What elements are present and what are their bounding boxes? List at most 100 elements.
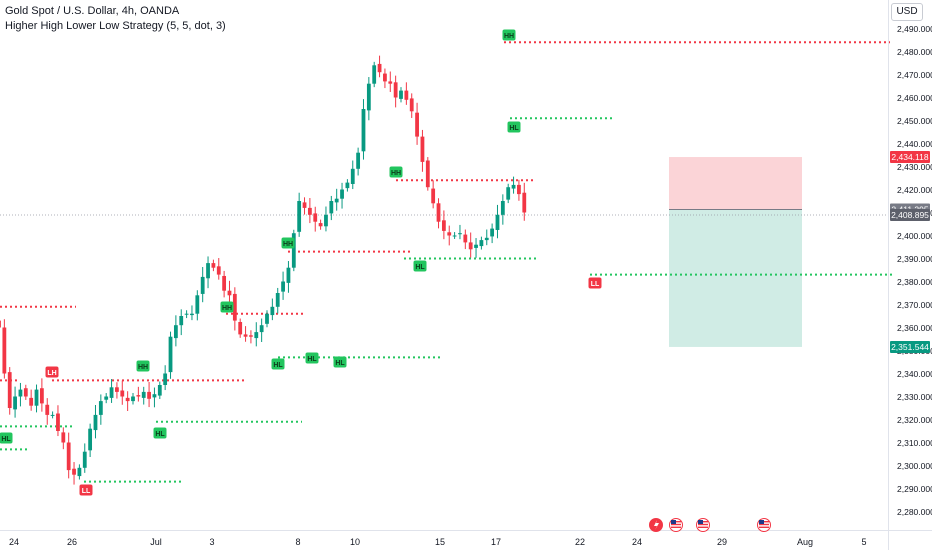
swing-label-lh: LH bbox=[45, 366, 59, 378]
candle-body bbox=[500, 201, 505, 215]
candle-body bbox=[447, 232, 452, 236]
y-tick-label: 2,460.000 bbox=[897, 93, 932, 103]
candle-body bbox=[13, 396, 17, 410]
swing-label-box bbox=[271, 358, 285, 370]
y-tick-label: 2,290.000 bbox=[897, 484, 932, 494]
y-tick-label: 2,370.000 bbox=[897, 300, 932, 310]
y-tick-label: 2,430.000 bbox=[897, 162, 932, 172]
candle-body bbox=[77, 467, 82, 477]
us-flag-icon[interactable] bbox=[757, 518, 771, 532]
candle-body bbox=[147, 391, 151, 399]
swing-label-text: HL bbox=[1, 436, 11, 443]
x-tick-label: 15 bbox=[435, 537, 445, 547]
x-tick-label: 17 bbox=[491, 537, 501, 547]
candle-body bbox=[259, 325, 264, 333]
us-flag-icon[interactable] bbox=[669, 518, 683, 532]
currency-button[interactable]: USD bbox=[891, 3, 923, 21]
candle-body bbox=[232, 293, 237, 321]
swing-label-hh: HH bbox=[220, 301, 234, 313]
candle-body bbox=[238, 321, 243, 335]
candle-body bbox=[356, 152, 361, 169]
candle-body bbox=[184, 313, 189, 315]
swing-label-hl: HL bbox=[0, 432, 13, 444]
candle-body bbox=[157, 385, 162, 396]
swing-label-hh: HH bbox=[502, 29, 516, 41]
flag-stripe bbox=[759, 526, 769, 528]
candle-body bbox=[468, 242, 473, 250]
x-tick-label: 5 bbox=[861, 537, 866, 547]
lightning-icon[interactable] bbox=[649, 518, 663, 532]
swing-label-text: LL bbox=[591, 281, 600, 288]
candle-body bbox=[522, 192, 527, 213]
candle-body bbox=[307, 207, 312, 215]
swing-label-text: HH bbox=[138, 364, 148, 371]
swing-label-box bbox=[45, 366, 59, 378]
candle-body bbox=[39, 388, 44, 404]
candle-body bbox=[517, 184, 521, 195]
candle-body bbox=[495, 214, 500, 230]
candle-body bbox=[463, 234, 468, 243]
swing-label-text: LL bbox=[82, 488, 91, 495]
candle-body bbox=[66, 442, 71, 471]
candle-body bbox=[506, 187, 511, 200]
chart-legend: Gold Spot / U.S. Dollar, 4h, OANDA Highe… bbox=[5, 4, 226, 34]
symbol-title[interactable]: Gold Spot / U.S. Dollar, 4h, OANDA bbox=[5, 5, 180, 17]
candle-body bbox=[474, 244, 478, 248]
x-tick-label: Aug bbox=[797, 537, 813, 547]
candle-body bbox=[200, 276, 205, 294]
candle-body bbox=[115, 387, 119, 392]
candle-body bbox=[350, 168, 355, 184]
candle-body bbox=[56, 413, 60, 431]
candle-body bbox=[286, 267, 291, 283]
candle-body bbox=[195, 295, 200, 314]
x-tick-label: Jul bbox=[150, 537, 162, 547]
last-price-badge: 2,408.895 bbox=[891, 210, 929, 220]
candle-body bbox=[136, 395, 141, 397]
y-tick-label: 2,280.000 bbox=[897, 507, 932, 517]
candle-body bbox=[61, 432, 66, 443]
swing-label-hh: HH bbox=[389, 166, 403, 178]
candle-body bbox=[270, 306, 275, 316]
candle-body bbox=[29, 397, 34, 406]
swing-label-box bbox=[588, 277, 602, 289]
x-tick-label: 3 bbox=[209, 537, 214, 547]
us-flag-icon[interactable] bbox=[696, 518, 710, 532]
y-tick-label: 2,300.000 bbox=[897, 461, 932, 471]
indicator-title[interactable]: Higher High Lower Low Strategy (5, 5, do… bbox=[5, 20, 226, 32]
swing-label-hl: HL bbox=[507, 121, 521, 133]
candle-body bbox=[404, 90, 409, 100]
candle-body bbox=[34, 389, 39, 406]
candle-body bbox=[441, 220, 446, 231]
swing-label-text: HL bbox=[307, 356, 317, 363]
swing-label-text: HH bbox=[283, 241, 293, 248]
candle-body bbox=[141, 391, 146, 398]
candle-body bbox=[297, 201, 302, 232]
y-tick-label: 2,360.000 bbox=[897, 323, 932, 333]
swing-label-text: HL bbox=[335, 360, 345, 367]
flag-stripe bbox=[671, 523, 681, 526]
candle-body bbox=[388, 81, 393, 84]
swing-label-box bbox=[413, 260, 427, 272]
candle-body bbox=[168, 336, 173, 373]
target-price-badge-bg bbox=[890, 340, 930, 353]
x-tick-label: 26 bbox=[67, 537, 77, 547]
candle-body bbox=[227, 290, 232, 296]
candle-body bbox=[243, 334, 248, 337]
candle-body bbox=[291, 233, 296, 268]
x-tick-label: 24 bbox=[9, 537, 19, 547]
y-tick-label: 2,320.000 bbox=[897, 415, 932, 425]
candle-body bbox=[265, 313, 269, 324]
candle-body bbox=[372, 65, 377, 84]
candle-body bbox=[511, 184, 516, 189]
candle-body bbox=[383, 73, 387, 82]
candle-body bbox=[93, 414, 98, 431]
candle-body bbox=[340, 189, 344, 199]
candle-body bbox=[254, 332, 259, 339]
candle-body bbox=[45, 404, 50, 415]
candle-body bbox=[393, 82, 398, 98]
candle-body bbox=[216, 266, 221, 275]
candle-body bbox=[334, 198, 339, 203]
y-tick-label: 2,420.000 bbox=[897, 185, 932, 195]
swing-label-box bbox=[153, 427, 167, 439]
